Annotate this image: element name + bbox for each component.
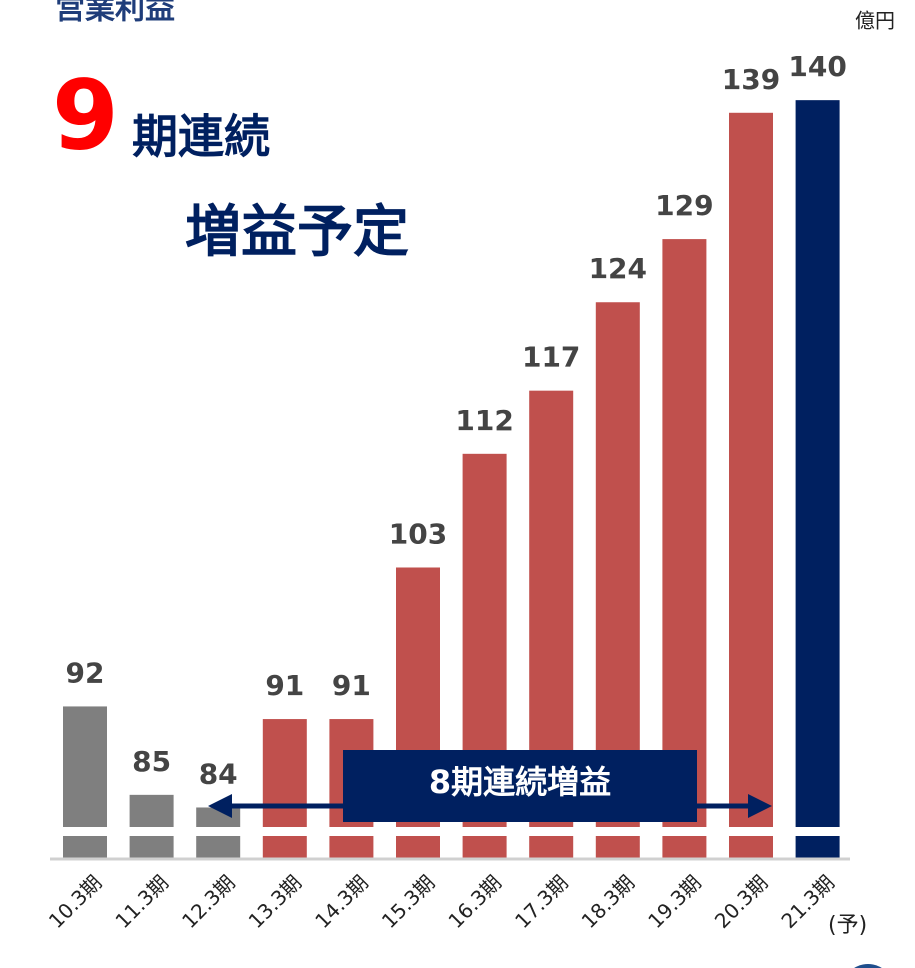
- unit-label: 億円: [855, 9, 895, 33]
- x-tick-label: 17.3期: [510, 870, 573, 933]
- arrow-head-right: [748, 794, 772, 818]
- x-tick-label: 16.3期: [443, 870, 506, 933]
- value-label: 112: [455, 404, 513, 437]
- chart-title: 営業利益: [55, 0, 175, 27]
- headline-number: 9: [52, 59, 119, 171]
- value-label: 91: [332, 669, 371, 702]
- value-label: 85: [132, 745, 171, 778]
- x-tick-label: 10.3期: [44, 870, 107, 933]
- headline-text: 期連続: [132, 110, 270, 164]
- arrow-label-box: [343, 750, 697, 822]
- value-label: 84: [199, 757, 238, 790]
- x-tick-label: 19.3期: [643, 870, 706, 933]
- value-label: 129: [655, 189, 713, 222]
- axis-break: [50, 827, 850, 836]
- headline-sub: 増益予定: [185, 200, 409, 265]
- corner-badge: [854, 964, 882, 968]
- arrow-head-left: [208, 794, 232, 818]
- value-label: 92: [66, 656, 105, 689]
- arrow-label: 8期連続増益: [429, 763, 611, 801]
- value-label: 139: [722, 63, 780, 96]
- value-label: 140: [788, 50, 846, 83]
- bar: [795, 100, 840, 858]
- value-label: 117: [522, 341, 580, 374]
- x-tick-label: 11.3期: [110, 870, 173, 933]
- x-tick-label: 14.3期: [310, 870, 373, 933]
- value-label: 103: [389, 517, 447, 550]
- bar: [262, 719, 307, 858]
- x-tick-label: 20.3期: [710, 870, 773, 933]
- bar: [129, 794, 174, 858]
- bar: [729, 112, 773, 859]
- x-tick-label: 13.3期: [244, 870, 307, 933]
- x-tick-label: 18.3期: [577, 870, 640, 933]
- x-tick-label: 12.3期: [177, 870, 240, 933]
- value-label: 91: [265, 669, 304, 702]
- x-tick-label: 15.3期: [377, 870, 440, 933]
- forecast-note: (予): [828, 913, 867, 938]
- value-label: 124: [589, 252, 647, 285]
